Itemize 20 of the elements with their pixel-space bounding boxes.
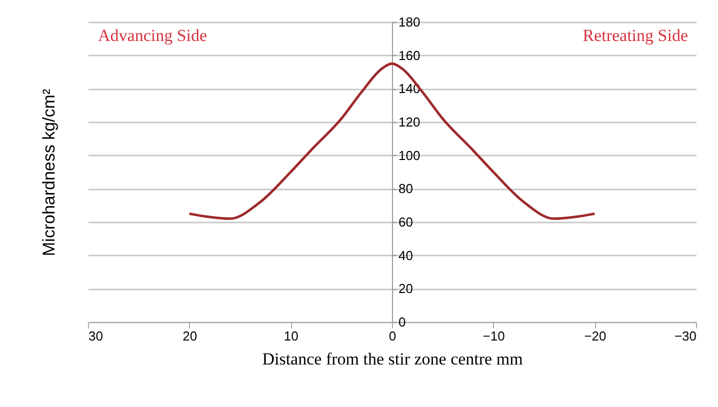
y-tick-label: 120 (398, 114, 420, 130)
y-tick-label: 60 (398, 214, 413, 230)
y-tick-label: 80 (398, 181, 413, 196)
y-tick-label: 160 (398, 48, 420, 63)
y-tick-label: 20 (398, 281, 413, 296)
annotation: Advancing Side (98, 26, 208, 45)
x-axis-title: Distance from the stir zone centre mm (262, 350, 523, 368)
x-tick-label: −30 (674, 328, 696, 344)
y-tick-label: 180 (398, 14, 420, 30)
y-tick-label: 0 (398, 314, 406, 330)
y-tick-label: 40 (398, 248, 413, 263)
x-tick-label: 0 (388, 328, 396, 344)
x-tick-label: 10 (284, 328, 298, 344)
y-axis-title: Microhardness kg/cm² (40, 88, 58, 256)
x-tick-label: 30 (88, 328, 103, 344)
x-tick-label: −20 (584, 328, 606, 344)
x-tick-label: −10 (482, 328, 505, 344)
annotation: Retreating Side (582, 26, 688, 45)
y-tick-label: 100 (398, 148, 420, 163)
x-tick-label: 20 (182, 328, 198, 344)
